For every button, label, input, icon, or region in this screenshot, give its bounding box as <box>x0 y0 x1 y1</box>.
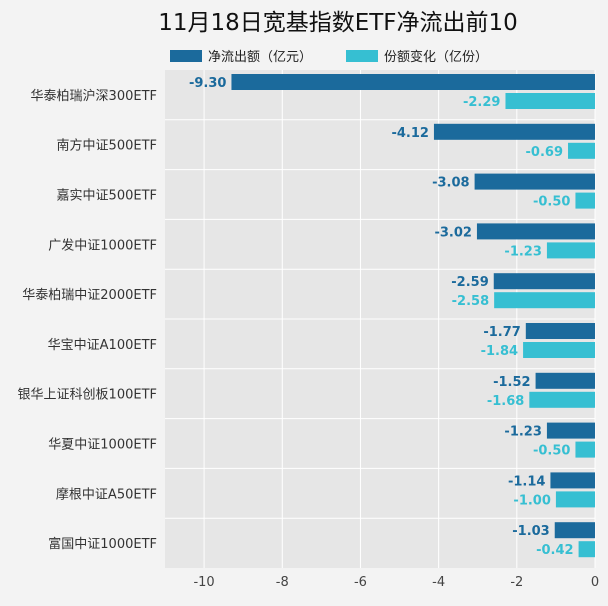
bar-share-change <box>523 342 595 358</box>
legend-swatch-net-outflow <box>170 50 202 62</box>
category-label: 银华上证科创板100ETF <box>18 388 157 403</box>
x-tick-label: 0 <box>591 575 599 590</box>
bar-net-outflow <box>231 74 596 90</box>
bar-share-change <box>555 491 595 508</box>
bar-share-change <box>505 93 595 109</box>
data-label-net-outflow: -1.14 <box>508 474 545 489</box>
data-label-share-change: -1.68 <box>487 394 524 409</box>
bar-net-outflow <box>550 472 595 489</box>
bar-net-outflow <box>535 372 595 389</box>
category-label: 华泰柏瑞中证2000ETF <box>22 288 157 303</box>
data-label-share-change: -1.00 <box>513 493 550 508</box>
data-label-net-outflow: -2.59 <box>451 275 488 290</box>
data-label-net-outflow: -1.52 <box>493 375 530 390</box>
bar-net-outflow <box>433 123 595 140</box>
data-label-net-outflow: -1.23 <box>504 425 541 440</box>
legend-label-share-change: 份额变化（亿份） <box>384 49 488 65</box>
bar-net-outflow <box>474 173 595 190</box>
bar-net-outflow <box>493 273 595 290</box>
data-label-share-change: -2.29 <box>463 95 500 110</box>
category-label: 富国中证1000ETF <box>48 536 157 552</box>
data-label-net-outflow: -1.77 <box>483 325 520 340</box>
data-label-share-change: -1.23 <box>504 244 541 259</box>
bar-share-change <box>568 142 595 159</box>
bar-net-outflow <box>554 522 595 539</box>
bar-net-outflow <box>525 323 595 339</box>
x-tick-label: -2 <box>510 575 523 590</box>
bar-net-outflow <box>546 422 595 439</box>
chart-title: 11月18日宽基指数ETF净流出前10 <box>158 10 518 36</box>
plot-area: -10 -8 -6 -4 -2 0 华泰柏瑞沪深300ETF -9.30 -2.29 南方中证50… <box>18 70 599 590</box>
legend: 净流出额（亿元） 份额变化（亿份） <box>170 49 488 65</box>
data-label-net-outflow: -3.02 <box>434 225 471 240</box>
x-tick-label: -4 <box>432 575 445 590</box>
data-label-share-change: -0.42 <box>536 543 573 558</box>
bar-share-change <box>546 242 595 259</box>
category-label: 嘉实中证500ETF <box>57 189 157 204</box>
data-label-net-outflow: -9.30 <box>189 76 226 91</box>
data-label-share-change: -0.69 <box>526 145 563 160</box>
data-label-share-change: -1.84 <box>481 344 518 359</box>
data-label-share-change: -0.50 <box>533 195 570 210</box>
bar-share-change <box>575 192 595 209</box>
bar-share-change <box>494 292 595 309</box>
category-label: 广发中证1000ETF <box>48 237 157 253</box>
category-label: 摩根中证A50ETF <box>56 486 157 502</box>
x-tick-label: -10 <box>193 575 214 590</box>
bar-share-change <box>529 391 595 408</box>
data-label-share-change: -2.58 <box>452 294 489 309</box>
data-label-net-outflow: -1.03 <box>512 524 549 539</box>
legend-swatch-share-change <box>346 50 378 62</box>
x-tick-label: -6 <box>354 575 367 590</box>
bar-net-outflow <box>476 223 595 240</box>
data-label-share-change: -0.50 <box>533 444 570 459</box>
category-label: 华夏中证1000ETF <box>48 438 157 453</box>
data-label-net-outflow: -3.08 <box>432 176 469 191</box>
bar-share-change <box>575 441 595 458</box>
category-label: 华泰柏瑞沪深300ETF <box>31 88 157 104</box>
bar-share-change <box>578 541 595 558</box>
legend-label-net-outflow: 净流出额（亿元） <box>208 50 312 65</box>
data-label-net-outflow: -4.12 <box>391 126 428 141</box>
category-label: 华宝中证A100ETF <box>48 338 157 353</box>
category-label: 南方中证500ETF <box>57 138 157 154</box>
x-tick-label: -8 <box>276 575 289 590</box>
